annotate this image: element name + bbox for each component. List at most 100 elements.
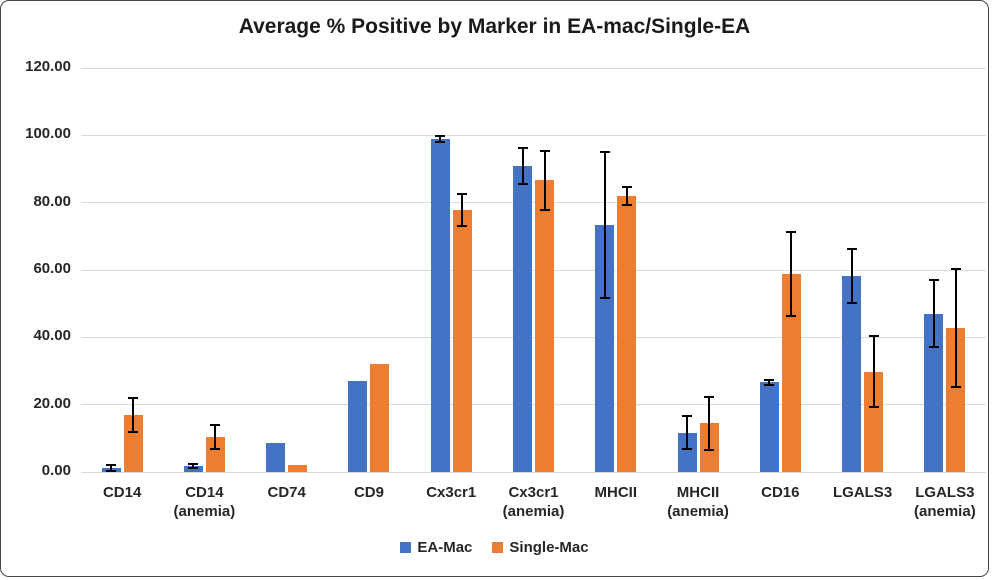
gridline [81, 67, 986, 69]
gridline [81, 134, 986, 136]
gridline [81, 202, 986, 204]
error-bar-cap [786, 314, 797, 317]
error-bar-cap [188, 466, 199, 469]
y-axis-tick-label: 100.00 [25, 125, 71, 143]
error-bar [132, 397, 135, 432]
x-axis-label: CD9 [353, 484, 384, 501]
error-bar [708, 396, 711, 450]
y-axis-tick-label: 60.00 [33, 260, 71, 277]
error-bar-cap [621, 186, 632, 189]
error-bar [954, 268, 957, 387]
error-bar-cap [539, 209, 550, 212]
error-bar-cap [928, 279, 939, 282]
y-axis-tick-label: 40.00 [33, 327, 71, 345]
bar-ea-mac [183, 465, 203, 472]
error-bar-cap [846, 301, 857, 304]
error-bar-cap [599, 296, 610, 299]
legend-item-single-mac: Single-Mac [492, 539, 589, 556]
x-axis-label: Cx3cr1 (anemia) [502, 484, 565, 520]
error-bar-cap [188, 463, 199, 466]
error-bar-cap [517, 147, 528, 150]
error-bar-cap [435, 140, 446, 143]
error-bar [932, 280, 935, 348]
error-bar [461, 194, 464, 226]
error-bar-cap [950, 267, 961, 270]
legend-label: EA-Mac [417, 539, 473, 556]
error-bar-cap [682, 415, 693, 418]
bar-single-mac [123, 414, 143, 472]
error-bar [110, 464, 113, 471]
error-bar-cap [704, 395, 715, 398]
error-bar [872, 336, 875, 407]
error-bar [625, 187, 628, 205]
error-bar [543, 150, 546, 211]
bar-ea-mac [348, 381, 368, 472]
bar-single-mac [205, 436, 225, 472]
error-bar-cap [786, 231, 797, 234]
error-bar-cap [106, 469, 117, 472]
error-bar-cap [599, 150, 610, 153]
error-bar-cap [950, 385, 961, 388]
error-bar-cap [435, 134, 446, 137]
bar-single-mac [452, 210, 472, 472]
error-bar [192, 464, 195, 468]
y-axis-tick-label: 20.00 [33, 394, 71, 412]
error-bar-cap [764, 384, 775, 387]
bar-ea-mac [266, 442, 286, 472]
error-bar-cap [682, 448, 693, 451]
error-bar [850, 249, 853, 303]
error-bar [790, 232, 793, 316]
error-bar-cap [764, 378, 775, 381]
gridline [81, 471, 986, 473]
x-axis-label: CD14 (anemia) [173, 484, 236, 520]
bar-ea-mac [513, 165, 532, 472]
bar-single-mac [617, 195, 637, 472]
error-bar-cap [128, 396, 139, 399]
x-axis-label: Cx3cr1 [426, 484, 477, 501]
gridline [81, 404, 986, 406]
error-bar [214, 424, 217, 450]
error-bar [439, 135, 442, 142]
bar-single-mac [946, 327, 966, 472]
error-bar-cap [704, 448, 715, 451]
bar-ea-mac [924, 313, 944, 472]
gridline [81, 269, 986, 271]
bar-ea-mac [842, 276, 862, 472]
x-axis-label: CD74 [267, 484, 306, 501]
legend-swatch [400, 542, 412, 553]
error-bar [686, 416, 689, 450]
bar-single-mac [781, 274, 801, 472]
error-bar [768, 379, 771, 386]
bar-single-mac [864, 371, 884, 472]
x-axis-label: LGALS3 (anemia) [914, 484, 976, 520]
error-bar [603, 151, 606, 298]
bar-ea-mac [677, 432, 697, 472]
legend-label: Single-Mac [509, 539, 589, 556]
error-bar-cap [517, 182, 528, 185]
bar-single-mac [535, 180, 554, 472]
gridline [81, 336, 986, 338]
bar-ea-mac [759, 382, 779, 472]
error-bar-cap [210, 423, 221, 426]
chart-title: Average % Positive by Marker in EA-mac/S… [238, 15, 751, 38]
error-bar-cap [210, 448, 221, 451]
legend: EA-Mac Single-Mac [1, 539, 988, 556]
x-axis-label: CD14 [102, 484, 142, 501]
y-axis-tick-label: 0.00 [41, 462, 71, 479]
error-bar-cap [928, 346, 939, 349]
bar-ea-mac [595, 224, 615, 472]
error-bar-cap [868, 335, 879, 338]
error-bar-cap [846, 248, 857, 251]
x-axis-label: MHCII [594, 484, 638, 501]
legend-swatch [492, 542, 504, 553]
error-bar-cap [457, 224, 468, 227]
error-bar-cap [128, 430, 139, 433]
x-axis-label: MHCII (anemia) [667, 484, 729, 520]
error-bar-cap [539, 149, 550, 152]
x-axis-label: LGALS3 [832, 484, 893, 501]
error-bar [521, 148, 524, 184]
legend-item-ea-mac: EA-Mac [400, 539, 472, 556]
y-axis-tick-label: 120.00 [25, 58, 71, 75]
bar-single-mac [288, 465, 308, 472]
